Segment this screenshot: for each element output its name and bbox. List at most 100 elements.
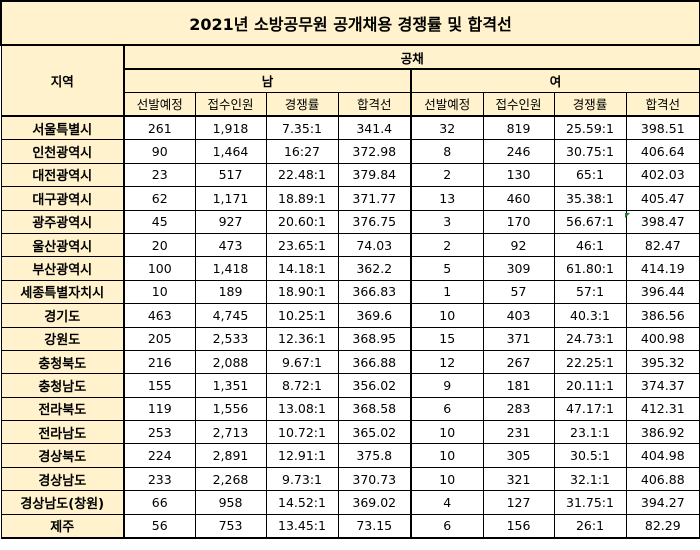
male-quota-cell[interactable]: 100 — [123, 256, 196, 281]
female-quota-cell[interactable]: 13 — [410, 186, 484, 211]
female-ratio-cell[interactable]: 35.38:1 — [553, 186, 627, 211]
female-cutoff-cell[interactable]: 395.32 — [625, 349, 700, 375]
male-ratio-cell[interactable]: 10.72:1 — [265, 420, 339, 445]
female-applicants-cell[interactable]: 156 — [482, 513, 555, 540]
female-applicants-cell[interactable]: 321 — [482, 466, 555, 492]
male-quota-cell[interactable]: 119 — [123, 396, 196, 422]
male-quota-cell[interactable]: 45 — [123, 209, 196, 234]
female-cutoff-cell[interactable]: 405.47 — [625, 186, 700, 211]
male-cutoff-cell[interactable]: 366.83 — [337, 279, 412, 305]
female-ratio-cell[interactable]: 20.11:1 — [553, 373, 627, 398]
male-ratio-cell[interactable]: 12.36:1 — [265, 326, 339, 351]
male-applicants-cell[interactable]: 473 — [194, 232, 267, 258]
female-quota-cell[interactable]: 8 — [410, 139, 484, 164]
male-applicants-cell[interactable]: 1,418 — [194, 256, 267, 281]
male-cutoff-cell[interactable]: 356.02 — [337, 373, 412, 398]
male-quota-cell[interactable]: 224 — [123, 443, 196, 468]
female-cutoff-cell[interactable]: 400.98 — [625, 326, 700, 351]
female-applicants-cell[interactable]: 92 — [482, 232, 555, 258]
female-ratio-cell[interactable]: 23.1:1 — [553, 420, 627, 445]
female-cutoff-cell[interactable]: 404.98 — [625, 443, 700, 468]
male-ratio-cell[interactable]: 8.72:1 — [265, 373, 339, 398]
female-applicants-cell[interactable]: 819 — [482, 115, 555, 141]
region-cell[interactable]: 경상북도 — [0, 443, 125, 468]
male-applicants-cell[interactable]: 958 — [194, 490, 267, 515]
female-quota-cell[interactable]: 6 — [410, 513, 484, 540]
region-cell[interactable]: 세종특별자치시 — [0, 279, 125, 305]
col-header-cutoff[interactable]: 합격선 — [625, 91, 700, 117]
region-cell[interactable]: 강원도 — [0, 326, 125, 351]
region-cell[interactable]: 인천광역시 — [0, 139, 125, 164]
female-header[interactable]: 여 — [410, 68, 700, 93]
region-cell[interactable]: 전라남도 — [0, 420, 125, 445]
female-ratio-cell[interactable]: 46:1 — [553, 232, 627, 258]
female-quota-cell[interactable]: 5 — [410, 256, 484, 281]
female-applicants-cell[interactable]: 403 — [482, 303, 555, 328]
female-applicants-cell[interactable]: 170 — [482, 209, 555, 234]
female-ratio-cell[interactable]: 25.59:1 — [553, 115, 627, 141]
female-ratio-cell[interactable]: 22.25:1 — [553, 349, 627, 375]
female-applicants-cell[interactable]: 460 — [482, 186, 555, 211]
female-quota-cell[interactable]: 1 — [410, 279, 484, 305]
female-cutoff-cell[interactable]: 398.51 — [625, 115, 700, 141]
female-ratio-cell[interactable]: 30.5:1 — [553, 443, 627, 468]
region-cell[interactable]: 부산광역시 — [0, 256, 125, 281]
male-applicants-cell[interactable]: 517 — [194, 162, 267, 188]
female-cutoff-cell[interactable]: 386.56 — [625, 303, 700, 328]
female-quota-cell[interactable]: 3 — [410, 209, 484, 234]
male-applicants-cell[interactable]: 4,745 — [194, 303, 267, 328]
female-quota-cell[interactable]: 15 — [410, 326, 484, 351]
female-applicants-cell[interactable]: 283 — [482, 396, 555, 422]
male-ratio-cell[interactable]: 13.08:1 — [265, 396, 339, 422]
male-ratio-cell[interactable]: 23.65:1 — [265, 232, 339, 258]
female-quota-cell[interactable]: 2 — [410, 232, 484, 258]
female-cutoff-cell[interactable]: 398.47 — [625, 209, 700, 234]
male-ratio-cell[interactable]: 13.45:1 — [265, 513, 339, 540]
female-applicants-cell[interactable]: 57 — [482, 279, 555, 305]
male-cutoff-cell[interactable]: 368.95 — [337, 326, 412, 351]
male-ratio-cell[interactable]: 18.89:1 — [265, 186, 339, 211]
male-applicants-cell[interactable]: 1,556 — [194, 396, 267, 422]
male-cutoff-cell[interactable]: 369.6 — [337, 303, 412, 328]
table-title[interactable]: 2021년 소방공무원 공개채용 경쟁률 및 합격선 — [0, 0, 700, 46]
male-cutoff-cell[interactable]: 341.4 — [337, 115, 412, 141]
male-quota-cell[interactable]: 62 — [123, 186, 196, 211]
male-quota-cell[interactable]: 66 — [123, 490, 196, 515]
male-quota-cell[interactable]: 205 — [123, 326, 196, 351]
male-cutoff-cell[interactable]: 370.73 — [337, 466, 412, 492]
male-cutoff-cell[interactable]: 379.84 — [337, 162, 412, 188]
female-ratio-cell[interactable]: 26:1 — [553, 513, 627, 540]
male-cutoff-cell[interactable]: 372.98 — [337, 139, 412, 164]
region-cell[interactable]: 충청북도 — [0, 349, 125, 375]
male-applicants-cell[interactable]: 189 — [194, 279, 267, 305]
col-header-quota[interactable]: 선발예정 — [123, 91, 196, 117]
male-quota-cell[interactable]: 56 — [123, 513, 196, 540]
female-quota-cell[interactable]: 32 — [410, 115, 484, 141]
male-cutoff-cell[interactable]: 74.03 — [337, 232, 412, 258]
col-header-cutoff[interactable]: 합격선 — [337, 91, 412, 117]
region-header[interactable]: 지역 — [0, 44, 125, 117]
female-quota-cell[interactable]: 12 — [410, 349, 484, 375]
male-cutoff-cell[interactable]: 376.75 — [337, 209, 412, 234]
male-applicants-cell[interactable]: 2,088 — [194, 349, 267, 375]
female-ratio-cell[interactable]: 32.1:1 — [553, 466, 627, 492]
female-quota-cell[interactable]: 2 — [410, 162, 484, 188]
col-header-applicants[interactable]: 접수인원 — [482, 91, 555, 117]
female-quota-cell[interactable]: 4 — [410, 490, 484, 515]
female-applicants-cell[interactable]: 246 — [482, 139, 555, 164]
region-cell[interactable]: 경상남도(창원) — [0, 490, 125, 515]
male-quota-cell[interactable]: 216 — [123, 349, 196, 375]
female-cutoff-cell[interactable]: 374.37 — [625, 373, 700, 398]
female-quota-cell[interactable]: 10 — [410, 443, 484, 468]
male-header[interactable]: 남 — [123, 68, 412, 93]
female-quota-cell[interactable]: 10 — [410, 420, 484, 445]
male-ratio-cell[interactable]: 10.25:1 — [265, 303, 339, 328]
female-ratio-cell[interactable]: 40.3:1 — [553, 303, 627, 328]
male-quota-cell[interactable]: 10 — [123, 279, 196, 305]
female-applicants-cell[interactable]: 130 — [482, 162, 555, 188]
male-applicants-cell[interactable]: 2,268 — [194, 466, 267, 492]
male-ratio-cell[interactable]: 16:27 — [265, 139, 339, 164]
male-applicants-cell[interactable]: 2,713 — [194, 420, 267, 445]
region-cell[interactable]: 서울특별시 — [0, 115, 125, 141]
female-cutoff-cell[interactable]: 82.47 — [625, 232, 700, 258]
